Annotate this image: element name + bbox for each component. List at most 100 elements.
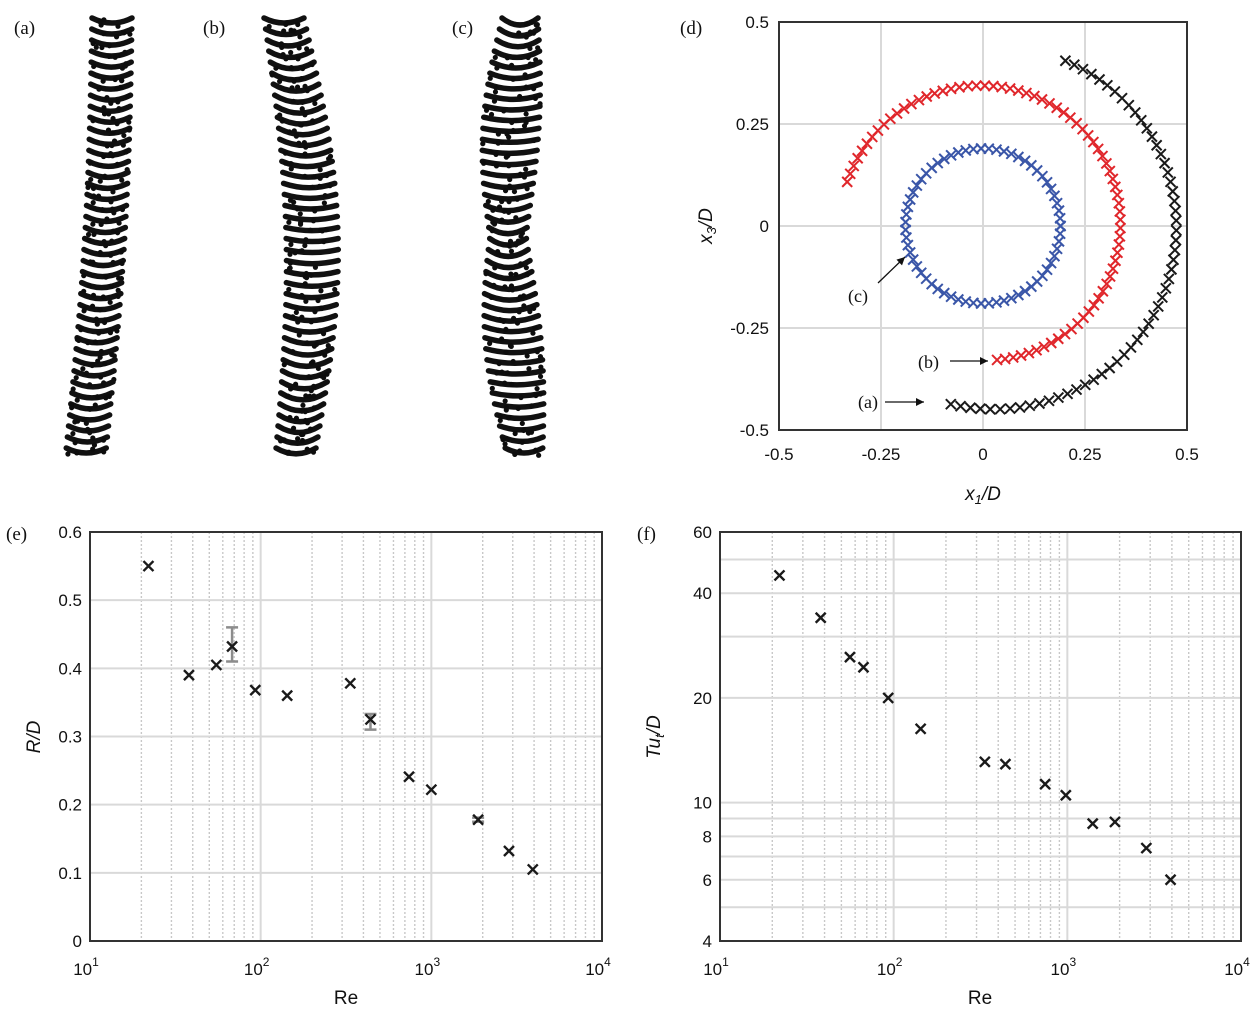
marker-black — [1170, 214, 1182, 227]
marker-black — [1146, 130, 1158, 143]
filament-segment — [262, 26, 310, 38]
error-bar — [226, 626, 239, 663]
filament-segment — [83, 213, 129, 225]
grid-f — [719, 532, 1242, 941]
filament-bead — [494, 65, 500, 71]
data-point — [142, 560, 155, 572]
filament-bead — [516, 296, 522, 302]
filament-bead — [494, 370, 500, 376]
filament-bead — [293, 415, 300, 421]
marker-black — [1059, 55, 1072, 67]
filament-image-b — [261, 15, 342, 457]
filament-bead — [288, 166, 294, 172]
filament-bead — [523, 166, 529, 172]
marker-blue — [1048, 250, 1061, 262]
filament-bead — [507, 243, 513, 249]
filament-segment — [502, 445, 546, 456]
filament-bead — [483, 107, 490, 113]
marker-black — [1043, 395, 1055, 407]
filament-bead — [290, 425, 297, 431]
filament-segment — [482, 279, 537, 293]
filament-bead — [519, 439, 525, 445]
filament-bead — [496, 204, 503, 210]
y-tick-label: 0.25 — [736, 115, 769, 134]
filament-segment — [87, 114, 133, 125]
marker-black — [974, 403, 987, 415]
filament-bead — [500, 436, 506, 443]
filament-bead — [308, 319, 314, 325]
data-point — [773, 569, 786, 582]
annotation-label: (a) — [858, 392, 878, 413]
filament-bead — [315, 365, 321, 372]
filament-bead — [307, 227, 313, 233]
filament-bead — [291, 78, 297, 84]
filament-segment — [276, 412, 325, 425]
filament-segment — [484, 213, 532, 225]
marker-red — [1045, 337, 1057, 349]
marker-red — [851, 152, 864, 164]
marker-red — [905, 98, 918, 110]
filament-bead — [78, 327, 84, 333]
filament-bead — [90, 435, 96, 441]
filament-bead — [487, 75, 493, 81]
filament-bead — [529, 403, 535, 409]
filament-bead — [88, 176, 94, 183]
filament-bead — [297, 122, 303, 128]
marker-red — [1012, 84, 1025, 97]
data-point — [503, 845, 515, 857]
filament-bead — [119, 78, 125, 84]
filament-segment — [264, 37, 312, 49]
filament-bead — [92, 339, 99, 345]
filament-bead — [503, 326, 509, 333]
marks-d — [841, 55, 1183, 415]
marker-blue — [1025, 159, 1038, 172]
filament-bead — [517, 93, 523, 100]
data-point — [364, 713, 377, 726]
marker-red — [1036, 93, 1048, 106]
filament-segment — [481, 191, 535, 202]
marker-blue — [1005, 292, 1018, 304]
filament-bead — [493, 85, 499, 91]
chart-f: 4 6 8 10 20 40 60 101 102 103 104 Re Tut/D — [644, 523, 1250, 1009]
marker-black — [1152, 300, 1164, 313]
marker-blue — [915, 173, 927, 185]
data-point — [814, 611, 827, 624]
filament-segment — [88, 70, 134, 81]
marker-black — [1096, 368, 1108, 380]
marker-black — [1135, 114, 1147, 126]
y-tick-label: -0.25 — [730, 319, 769, 338]
filament-bead — [489, 385, 495, 391]
marker-blue — [907, 253, 919, 266]
filament-bead — [324, 172, 330, 179]
marker-black — [1085, 68, 1098, 80]
filament-bead — [310, 449, 317, 455]
filament-bead — [502, 284, 508, 290]
filament-bead — [118, 275, 125, 282]
marker-black — [1033, 397, 1046, 410]
filament-bead — [513, 117, 519, 124]
marker-red — [928, 87, 941, 100]
marker-black — [1014, 401, 1026, 414]
marker-black — [1137, 326, 1149, 338]
marker-blue — [1005, 148, 1018, 160]
filament-bead — [118, 52, 124, 58]
data-point — [1059, 789, 1072, 802]
marker-black — [1170, 234, 1182, 246]
filament-segment — [479, 147, 540, 157]
x-tick-label: 104 — [585, 955, 611, 979]
filament-bead — [296, 45, 302, 51]
filament-segment — [83, 202, 130, 214]
filament-segment — [280, 357, 334, 370]
filament-bead — [317, 175, 323, 181]
filament-bead — [521, 303, 527, 309]
marker-red — [1097, 285, 1109, 297]
filament-segment — [499, 15, 541, 28]
filament-bead — [503, 154, 509, 160]
marker-blue — [1019, 285, 1031, 297]
filament-bead — [311, 343, 317, 349]
filament-bead — [311, 393, 317, 399]
filament-bead — [499, 198, 505, 205]
x-tick-label: 103 — [1051, 955, 1077, 979]
marker-blue — [1012, 289, 1025, 301]
data-point — [226, 640, 238, 653]
